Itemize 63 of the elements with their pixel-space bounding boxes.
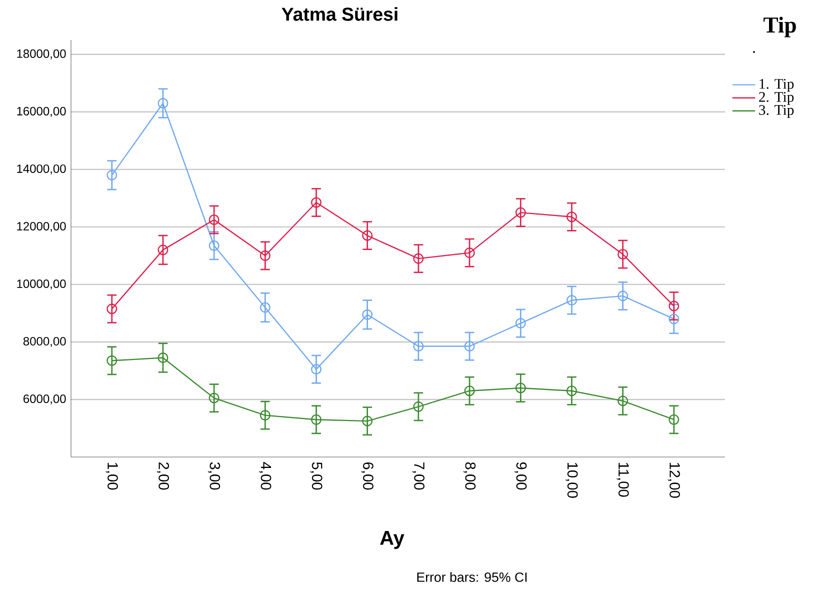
x-tick-label: 2,00 <box>156 462 170 490</box>
y-tick-label: 8000,00 <box>23 337 66 347</box>
point <box>668 414 680 425</box>
point <box>566 212 577 222</box>
y-tick-label: 6000,00 <box>24 394 66 404</box>
y-tick-label: 12000,00 <box>17 222 66 232</box>
point <box>208 214 220 226</box>
point <box>310 364 322 375</box>
point <box>515 382 526 394</box>
point <box>106 304 118 314</box>
legend-title: Tip <box>764 16 796 38</box>
point <box>362 416 373 426</box>
point <box>413 341 424 352</box>
point <box>464 341 475 352</box>
point <box>668 300 680 312</box>
point <box>668 314 680 324</box>
point <box>362 309 373 320</box>
x-tick-label: 1,00 <box>106 462 118 490</box>
point <box>413 253 424 264</box>
x-tick-label: 5,00 <box>310 462 322 490</box>
chart-title: Yatma Süresi <box>282 7 398 21</box>
x-tick-label: 7,00 <box>412 462 424 490</box>
point <box>260 250 270 261</box>
point <box>566 386 577 396</box>
x-tick-label: 4,00 <box>259 462 272 490</box>
x-tick-label: 6,00 <box>361 462 374 490</box>
point <box>310 197 322 208</box>
point <box>208 240 220 251</box>
y-tick-label: 16000,00 <box>17 106 66 117</box>
legend-label: 3. Tip <box>759 105 794 118</box>
point <box>310 414 322 425</box>
point <box>464 248 475 258</box>
y-tick-label: 14000,00 <box>17 164 66 174</box>
x-tick-label: 10,00 <box>566 462 578 498</box>
text: Error bars: 95% CI <box>417 572 527 582</box>
point <box>515 318 526 329</box>
y-tick-label: 10000,00 <box>17 279 66 290</box>
point <box>413 401 424 412</box>
legend-label: 2. Tip <box>759 92 794 105</box>
point <box>618 290 628 302</box>
point <box>106 170 118 180</box>
y-tick-label: 18000,00 <box>17 49 66 60</box>
point <box>566 294 577 306</box>
point <box>158 352 168 364</box>
x-tick-label: 11,00 <box>616 462 629 497</box>
text: . <box>753 51 755 53</box>
point <box>106 355 118 366</box>
point <box>618 248 628 260</box>
x-tick-label: 12,00 <box>668 462 680 498</box>
point <box>208 392 220 404</box>
x-tick-label: 3,00 <box>208 462 220 490</box>
x-axis-title: Ay <box>380 531 404 549</box>
point <box>158 98 168 109</box>
point <box>515 207 526 218</box>
x-tick-label: 9,00 <box>514 462 527 490</box>
point <box>464 386 475 396</box>
point <box>362 230 373 241</box>
x-tick-label: 8,00 <box>463 462 476 490</box>
legend-label: 1. Tip <box>760 78 794 92</box>
point <box>618 396 628 406</box>
point <box>158 244 168 256</box>
point <box>260 302 270 313</box>
point <box>260 410 270 421</box>
